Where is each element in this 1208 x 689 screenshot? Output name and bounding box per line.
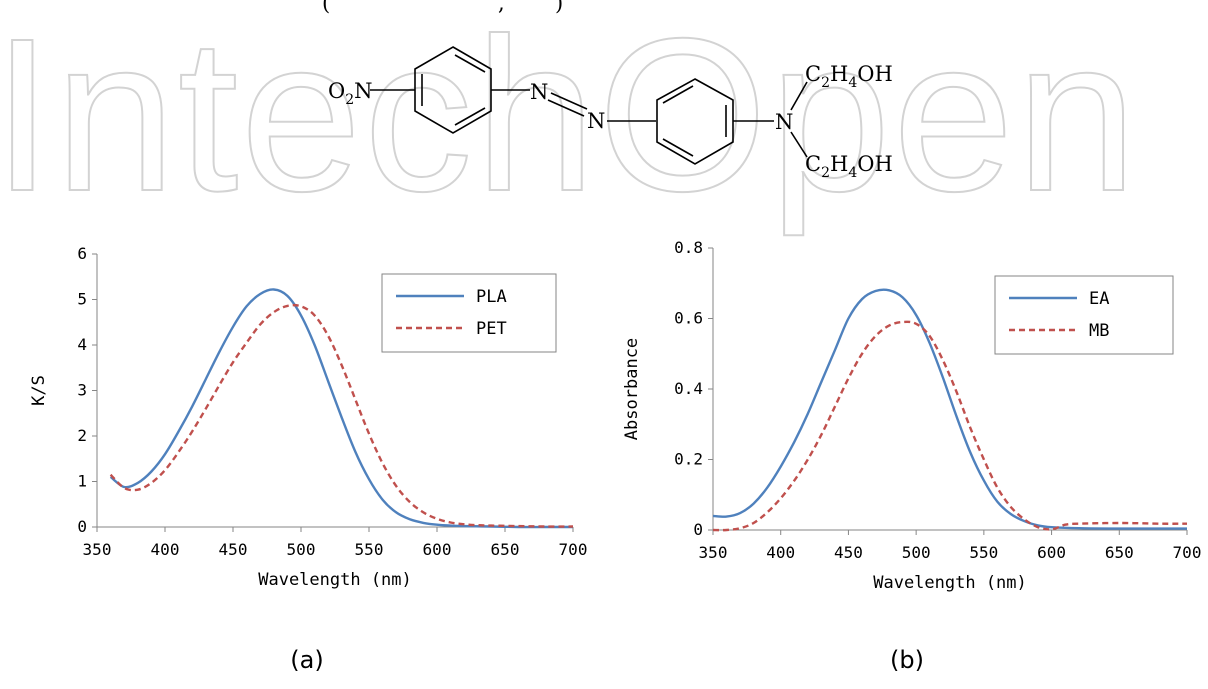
benzene-ring-right bbox=[656, 78, 734, 165]
chart-b-ylabel: Absorbance bbox=[622, 338, 642, 440]
chart-a-ytick-label: 4 bbox=[77, 335, 87, 354]
chart-a-series-pet-line bbox=[109, 303, 574, 528]
chart-b-ytick-label: 0 bbox=[693, 520, 703, 539]
chart-a-ytick-label: 1 bbox=[77, 472, 87, 491]
chart-b-xtick-label: 500 bbox=[902, 543, 931, 562]
chart-a-legend-label-pla: PLA bbox=[476, 287, 507, 307]
chart-b: 0 0.2 0.4 0.6 0.8 350 400 450 500 550 600 650 700 Wav… bbox=[622, 238, 1201, 593]
amine-n-label: N bbox=[775, 110, 793, 134]
bottom-h: H bbox=[830, 152, 848, 176]
azo-n1-label: N bbox=[530, 80, 548, 104]
chart-b-xtick-label: 600 bbox=[1037, 543, 1066, 562]
chart-a: 0 1 2 3 4 5 6 350 400 450 500 550 600 650 700 Wavelengt… bbox=[29, 244, 587, 590]
benzene-ring-left bbox=[414, 46, 492, 134]
chart-a-xtick-label: 700 bbox=[559, 540, 588, 559]
chart-a-legend-label-pet: PET bbox=[476, 319, 507, 339]
chart-a-ytick-label: 3 bbox=[77, 381, 87, 400]
azo-double-bond-b bbox=[550, 92, 588, 110]
chart-a-xtick-label: 650 bbox=[491, 540, 520, 559]
bottom-sub2: 4 bbox=[848, 165, 857, 181]
chart-a-ylabel: K/S bbox=[29, 375, 49, 406]
ring-left-inner-bond-2 bbox=[454, 54, 486, 73]
chart-b-xtick-label: 550 bbox=[969, 543, 998, 562]
chart-a-xtick-label: 600 bbox=[423, 540, 452, 559]
chart-a-xtick-label: 550 bbox=[355, 540, 384, 559]
ring-left-inner-bond-3 bbox=[454, 107, 486, 126]
chart-b-xtick-label: 400 bbox=[766, 543, 795, 562]
watermark: IntechOpen bbox=[0, 0, 1139, 237]
chart-b-legend-label-mb: MB bbox=[1089, 321, 1109, 341]
chart-a-xtick-label: 450 bbox=[219, 540, 248, 559]
bottom-oh: OH bbox=[857, 152, 893, 176]
caption-a: (a) bbox=[290, 646, 323, 674]
top-sub2: 4 bbox=[848, 75, 857, 91]
chart-b-xlabel: Wavelength (nm) bbox=[873, 573, 1027, 593]
bottom-c: C bbox=[805, 152, 821, 176]
azo-n2-label: N bbox=[587, 109, 605, 133]
chart-a-ytick-label: 5 bbox=[77, 290, 87, 309]
bond-amine-bottom bbox=[790, 131, 808, 158]
bottom-sub1: 2 bbox=[821, 165, 830, 181]
o2n-o: O bbox=[328, 79, 345, 103]
chemical-structure bbox=[370, 46, 808, 165]
azo-double-bond-a bbox=[547, 99, 585, 117]
header-fragment-close: ) bbox=[555, 0, 563, 15]
top-h: H bbox=[830, 62, 848, 86]
chart-b-xtick-label: 450 bbox=[834, 543, 863, 562]
chart-a-legend: PLA PET bbox=[381, 273, 557, 353]
ring-right-inner-bond-2 bbox=[662, 85, 694, 104]
chart-b-series-ea-line bbox=[712, 288, 1187, 530]
chart-a-series-pla-line bbox=[109, 288, 573, 529]
bond-amine-top bbox=[790, 81, 808, 111]
top-c: C bbox=[805, 62, 821, 86]
chart-b-ytick-label: 0.2 bbox=[674, 450, 703, 469]
chart-b-legend: EA MB bbox=[994, 275, 1174, 355]
chart-a-ytick-label: 0 bbox=[77, 517, 87, 536]
chart-b-xtick-label: 350 bbox=[699, 543, 728, 562]
chart-b-ytick-label: 0.6 bbox=[674, 309, 703, 328]
chart-b-ytick-label: 0.4 bbox=[674, 379, 703, 398]
header-fragment-open: ( bbox=[322, 0, 330, 15]
chart-a-legend-box bbox=[381, 273, 557, 353]
chart-a-xlabel: Wavelength (nm) bbox=[258, 570, 412, 590]
caption-b: (b) bbox=[890, 646, 924, 674]
bottom-c2h4oh-label: C2H4OH bbox=[805, 152, 893, 181]
chart-a-xtick-label: 350 bbox=[83, 540, 112, 559]
chart-a-ytick-label: 2 bbox=[77, 426, 87, 445]
top-sub1: 2 bbox=[821, 75, 830, 91]
o2n-label: O2N bbox=[328, 79, 373, 108]
header-fragment-comma: , bbox=[498, 0, 505, 15]
chart-b-ytick-label: 0.8 bbox=[674, 238, 703, 257]
chart-b-legend-label-ea: EA bbox=[1089, 289, 1109, 309]
top-c2h4oh-label: C2H4OH bbox=[805, 62, 893, 91]
chart-b-xtick-label: 700 bbox=[1173, 543, 1202, 562]
chart-b-series-mb-line bbox=[712, 320, 1188, 532]
chart-b-xtick-label: 650 bbox=[1105, 543, 1134, 562]
ring-right-inner-bond-3 bbox=[662, 138, 694, 157]
o2n-n: N bbox=[354, 79, 372, 103]
o2n-sub: 2 bbox=[345, 92, 354, 108]
chart-b-legend-box bbox=[994, 275, 1174, 355]
chart-a-xtick-label: 500 bbox=[287, 540, 316, 559]
chart-a-xtick-label: 400 bbox=[151, 540, 180, 559]
top-oh: OH bbox=[857, 62, 893, 86]
chart-a-ytick-label: 6 bbox=[77, 244, 87, 263]
